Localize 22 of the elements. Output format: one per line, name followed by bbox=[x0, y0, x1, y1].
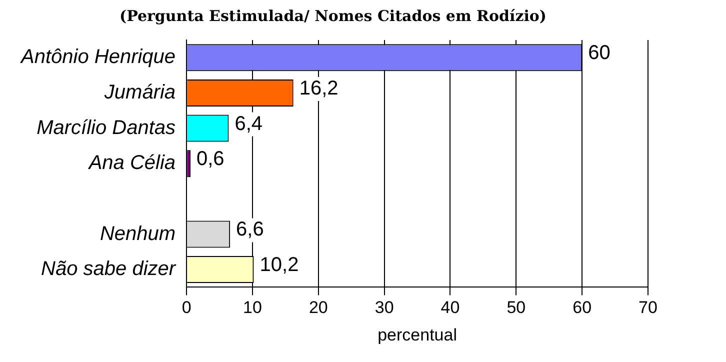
x-tick-label: 50 bbox=[506, 298, 526, 318]
x-tick-label: 60 bbox=[572, 298, 592, 318]
x-tick-label: 10 bbox=[243, 298, 262, 318]
data-label: 10,2 bbox=[260, 254, 299, 276]
data-label: 60 bbox=[588, 42, 610, 64]
x-tick-label: 0 bbox=[182, 298, 192, 318]
x-tick-label: 30 bbox=[374, 298, 394, 318]
y-tick-label: Antônio Henrique bbox=[20, 46, 176, 68]
data-label: 16,2 bbox=[299, 77, 338, 100]
y-tick-label: Marcílio Dantas bbox=[36, 116, 176, 139]
y-tick-label: Jumária bbox=[103, 82, 176, 104]
x-axis-title: percentual bbox=[378, 325, 457, 344]
data-label: 6,6 bbox=[236, 218, 264, 241]
y-tick-label: Não sabe dizer bbox=[41, 258, 177, 280]
y-tick-label: Ana Célia bbox=[88, 152, 176, 174]
chart-title: (Pergunta Estimulada/ Nomes Citados em Rodízio) bbox=[119, 6, 547, 25]
x-tick-label: 20 bbox=[308, 298, 328, 318]
x-tick-label: 40 bbox=[440, 298, 460, 318]
x-tick-label: 70 bbox=[638, 298, 658, 318]
data-label: 0,6 bbox=[196, 148, 224, 170]
y-tick-label: Nenhum bbox=[100, 222, 176, 245]
data-label: 6,4 bbox=[234, 112, 263, 135]
